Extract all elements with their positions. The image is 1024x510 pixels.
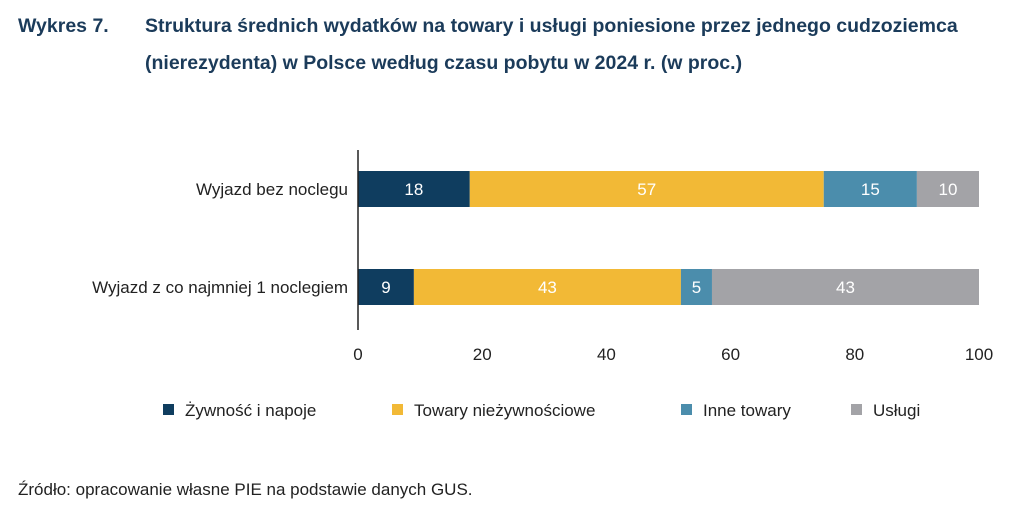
- data-label: 10: [938, 180, 957, 199]
- bar-segment: [711, 269, 979, 305]
- legend-label: Inne towary: [703, 401, 791, 420]
- legend-label: Usługi: [873, 401, 920, 420]
- legend-swatch: [392, 404, 403, 415]
- bar-segment: [680, 269, 712, 305]
- x-tick-label: 60: [721, 345, 740, 364]
- source-note: Źródło: opracowanie własne PIE na podsta…: [18, 480, 473, 499]
- bar-segment: [916, 171, 979, 207]
- bar-segment: [469, 171, 824, 207]
- x-tick-label: 0: [353, 345, 362, 364]
- stacked-bar-chart: Wyjazd bez noclegu 18 57 15 10 Wyjazd z co na…: [92, 150, 993, 420]
- legend-label: Żywność i napoje: [185, 401, 316, 420]
- legend-swatch: [163, 404, 174, 415]
- data-label: 43: [538, 278, 557, 297]
- data-label: 15: [861, 180, 880, 199]
- category-label: Wyjazd z co najmniej 1 noclegiem: [92, 278, 348, 297]
- legend-swatch: [851, 404, 862, 415]
- category-label: Wyjazd bez noclegu: [196, 180, 348, 199]
- legend-label: Towary nieżywnościowe: [414, 401, 595, 420]
- legend-swatch: [681, 404, 692, 415]
- bar-segment: [358, 171, 470, 207]
- x-tick-label: 80: [845, 345, 864, 364]
- bar-segment: [823, 171, 917, 207]
- data-label: 5: [692, 278, 701, 297]
- data-label: 43: [836, 278, 855, 297]
- x-tick-label: 20: [473, 345, 492, 364]
- data-label: 18: [404, 180, 423, 199]
- x-tick-label: 100: [965, 345, 993, 364]
- data-label: 9: [381, 278, 390, 297]
- x-tick-label: 40: [597, 345, 616, 364]
- figure-number: Wykres 7.: [18, 15, 109, 37]
- data-label: 57: [637, 180, 656, 199]
- bar-segment: [413, 269, 681, 305]
- figure-title: Struktura średnich wydatków na towary i …: [145, 15, 958, 74]
- bar-segment: [358, 269, 414, 305]
